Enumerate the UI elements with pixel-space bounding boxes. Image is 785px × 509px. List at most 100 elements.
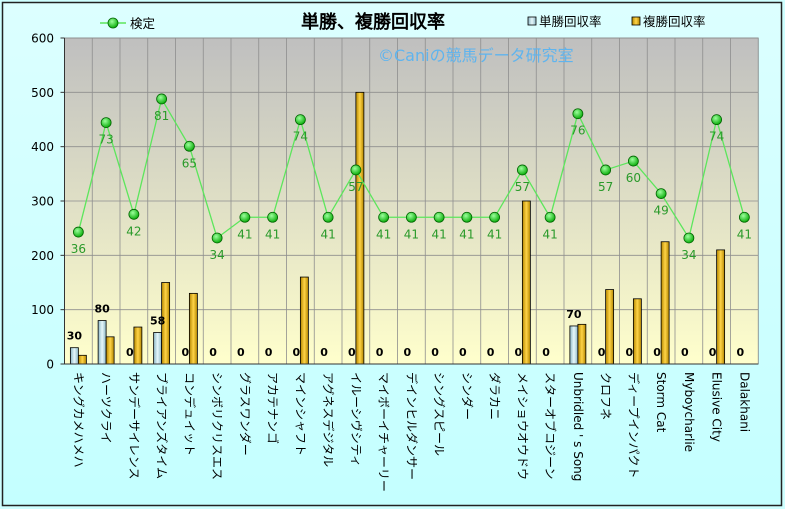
data-label-tansho: 0 [404, 346, 412, 359]
data-label-kentei: 41 [542, 227, 557, 241]
legend-item-tansho: 単勝回収率 [527, 14, 602, 29]
data-label-kentei: 49 [653, 204, 668, 218]
legend-swatch-tansho [527, 16, 537, 26]
bar-tansho [153, 332, 163, 365]
line-point-kentei [600, 164, 612, 176]
data-label-tansho: 0 [182, 346, 190, 359]
data-label-kentei: 41 [459, 227, 474, 241]
bar-fukusho [716, 249, 726, 365]
y-tick-label: 400 [31, 140, 54, 154]
line-point-kentei [72, 226, 84, 238]
x-tick-label: ブライアンズタイム [155, 372, 170, 479]
bar-fukusho [188, 292, 198, 365]
chart-title: 単勝、複勝回収率 [301, 11, 445, 33]
data-label-kentei: 41 [737, 227, 752, 241]
y-tick-label: 300 [31, 195, 54, 209]
bar-fukusho [105, 336, 115, 365]
line-point-kentei [183, 140, 195, 152]
x-tick-label: アカテナンゴ [266, 372, 281, 444]
data-label-tansho: 0 [376, 346, 384, 359]
x-tick-label: メイショウオウドウ [515, 372, 529, 480]
line-series-kentei [72, 93, 750, 244]
data-label-tansho: 58 [150, 314, 165, 327]
y-tick-label: 500 [31, 86, 54, 100]
data-label-kentei: 74 [709, 130, 724, 144]
data-label-kentei: 76 [570, 124, 585, 138]
line-point-kentei [433, 211, 445, 223]
data-label-kentei: 34 [209, 248, 224, 262]
data-label-kentei: 41 [265, 227, 280, 241]
y-tick-label: 200 [31, 249, 54, 263]
x-tick-label: マインシャフト [293, 372, 307, 456]
line-point-kentei [100, 117, 112, 129]
watermark: ©Caniの競馬データ研究室 [378, 46, 574, 65]
line-point-kentei [239, 211, 251, 223]
line-point-kentei [294, 114, 306, 126]
data-labels: 30 80 0 58 0 0 0 0 0 0 0 0 0 0 0 0 0 0 70 0 0 0 0 0 0 36 73 42 81 65 3… [67, 109, 752, 359]
data-label-tansho: 0 [320, 346, 328, 359]
line-point-kentei [572, 108, 584, 120]
data-label-tansho: 0 [653, 346, 661, 359]
bar-fukusho [77, 354, 87, 365]
bar-fukusho [660, 241, 670, 365]
data-label-kentei: 41 [376, 227, 391, 241]
bar-fukusho [521, 200, 531, 365]
data-label-tansho: 0 [681, 346, 689, 359]
data-label-tansho: 0 [293, 346, 301, 359]
data-label-tansho: 80 [94, 303, 110, 316]
data-label-kentei: 41 [431, 227, 446, 241]
x-tick-label: Myboycharlie [682, 372, 696, 452]
x-axis-labels: キングカメハメハ ハーツクライ サンデーサイレンス ブライアンズタイム コンデュイットシ… [71, 372, 751, 492]
x-tick-label: ディープインパクト [626, 372, 641, 478]
data-label-tansho: 0 [209, 346, 217, 359]
x-tick-label: キングカメハメハ [71, 372, 85, 468]
x-tick-label: Elusive City [710, 372, 724, 442]
data-label-kentei: 34 [681, 248, 696, 262]
data-label-tansho: 0 [709, 346, 717, 359]
line-point-kentei [516, 164, 528, 176]
data-label-kentei: 65 [182, 156, 197, 170]
line-point-kentei [683, 232, 695, 244]
data-label-kentei: 41 [404, 227, 419, 241]
data-label-tansho: 0 [348, 346, 356, 359]
bar-tansho [569, 325, 579, 365]
x-tick-label: コンデュイット [182, 372, 197, 456]
data-label-tansho: 0 [542, 346, 550, 359]
data-label-tansho: 0 [626, 346, 634, 359]
x-tick-label: マイボーイチャーリー [377, 372, 391, 492]
x-tick-label: スターオブコジーン [543, 372, 558, 479]
data-label-kentei: 42 [126, 224, 141, 238]
line-point-kentei [489, 211, 501, 223]
data-label-tansho: 0 [126, 346, 134, 359]
data-label-tansho: 0 [737, 346, 745, 359]
data-label-kentei: 36 [71, 242, 86, 256]
data-label-tansho: 70 [566, 308, 582, 321]
data-label-tansho: 0 [515, 346, 523, 359]
data-label-tansho: 0 [237, 346, 245, 359]
bar-fukusho [577, 323, 587, 365]
data-label-tansho: 0 [598, 346, 606, 359]
line-point-kentei [128, 208, 140, 220]
data-label-tansho: 0 [487, 346, 495, 359]
y-tick-label: 100 [31, 303, 54, 317]
data-label-kentei: 41 [487, 227, 502, 241]
data-label-kentei: 41 [237, 227, 252, 241]
legend-label-fukusho: 複勝回収率 [643, 14, 706, 29]
legend-swatch-fukusho [631, 16, 641, 26]
data-label-tansho: 30 [67, 330, 83, 343]
bar-fukusho [355, 91, 365, 365]
bar-fukusho [605, 289, 615, 365]
gridlines [64, 37, 759, 364]
data-label-kentei: 73 [98, 133, 113, 147]
x-tick-label: シングスピール [432, 372, 446, 456]
x-tick-label: アグネスデジタル [321, 372, 336, 467]
data-label-kentei: 74 [293, 130, 308, 144]
data-label-tansho: 0 [459, 346, 467, 359]
line-point-kentei [461, 211, 473, 223]
x-tick-label: クロフネ [599, 372, 613, 420]
x-tick-label: イルーシヴシティ [349, 372, 364, 467]
line-point-kentei [350, 164, 362, 176]
x-tick-label: Storm Cat [654, 372, 668, 433]
